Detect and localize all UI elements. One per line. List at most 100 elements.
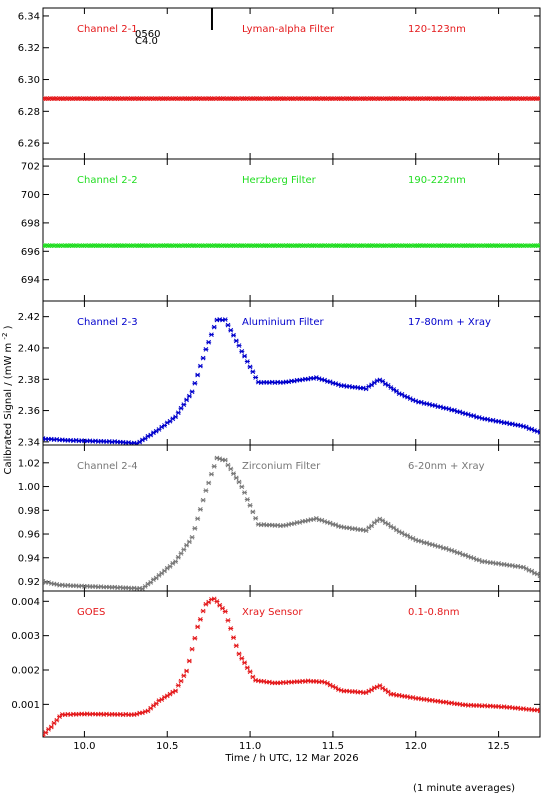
y-tick-label: 0.004 [11, 597, 40, 608]
series-4 [43, 455, 540, 591]
data-point [231, 471, 237, 476]
panel-band-label: 190-222nm [408, 175, 466, 186]
data-point [189, 646, 195, 652]
data-point [186, 658, 192, 664]
y-tick-label: 0.001 [11, 700, 40, 711]
y-tick-label: 0.98 [18, 506, 40, 517]
y-axis-title-end: ) [3, 325, 14, 329]
data-point [208, 332, 214, 338]
panel-filter-label: Zirconium Filter [242, 461, 321, 472]
y-tick-label: 698 [21, 218, 40, 229]
data-point [228, 466, 234, 472]
panel-filter-label: Xray Sensor [242, 607, 303, 618]
data-point [203, 347, 209, 352]
data-point [242, 660, 248, 666]
panel-1: 6.26 6.28 6.30 6.32 6.34 Channel 2-1 Lyman-alp… [18, 7, 541, 160]
data-point [181, 547, 187, 552]
data-point [225, 462, 231, 468]
y-axis-title: Calibrated Signal / (mW m -2 ) [0, 325, 14, 474]
data-point [239, 656, 245, 661]
data-point [233, 338, 239, 344]
y-tick-label: 0.96 [18, 530, 40, 541]
data-point [537, 708, 540, 714]
data-point [222, 317, 228, 322]
data-point [178, 678, 184, 684]
data-point [173, 688, 179, 694]
series-5 [43, 596, 540, 737]
data-point [211, 324, 217, 330]
data-point [197, 506, 203, 512]
data-point [178, 551, 184, 556]
data-point [399, 392, 405, 397]
data-point [225, 322, 231, 328]
data-point [222, 457, 228, 463]
data-point [537, 573, 540, 579]
panel-5: 0.001 0.002 0.003 0.004 GOES Xray Sensor 0.1-0… [11, 590, 541, 752]
data-point [173, 559, 179, 564]
data-point [186, 393, 192, 399]
data-point [231, 635, 237, 641]
y-axis-title-main: Calibrated Signal / (mW m [3, 343, 14, 475]
data-point [184, 668, 190, 674]
data-point [382, 687, 388, 693]
panel-filter-label: Herzberg Filter [242, 175, 317, 186]
data-point [170, 416, 176, 422]
data-point [233, 643, 239, 649]
data-point [208, 471, 214, 477]
data-point [225, 618, 231, 623]
y-tick-label: 0.003 [11, 631, 40, 642]
data-point [200, 355, 206, 361]
data-point [137, 439, 143, 445]
panel-band-label: 17-80nm + Xray [408, 317, 491, 328]
data-point [175, 683, 181, 688]
data-point [333, 685, 339, 690]
data-point [203, 488, 209, 493]
panel-band-label: 120-123nm [408, 24, 466, 35]
data-point [250, 509, 256, 515]
y-tick-label: 6.28 [18, 107, 40, 118]
data-point [200, 497, 206, 503]
y-tick-label: 2.36 [18, 406, 40, 417]
panel-filter-label: Lyman-alpha Filter [242, 24, 335, 35]
panel-frame [42, 590, 541, 738]
data-point [200, 608, 206, 614]
x-tick-label: 10.0 [73, 741, 95, 752]
data-point [184, 397, 190, 403]
panel-channel-label: GOES [77, 607, 105, 618]
data-point [181, 673, 187, 679]
data-point [206, 480, 212, 486]
data-point [195, 516, 201, 522]
data-point [189, 534, 195, 540]
data-point [242, 490, 248, 495]
data-point [189, 389, 195, 395]
series-1 [43, 96, 540, 102]
data-point [247, 503, 253, 508]
data-point [242, 353, 248, 359]
data-point [178, 405, 184, 411]
panel-4: 0.92 0.94 0.96 0.98 1.00 1.02 Channel 2-4 Zirco… [18, 444, 541, 592]
data-point [181, 402, 187, 407]
data-point [228, 327, 234, 333]
data-point [244, 497, 250, 502]
data-point [173, 414, 179, 420]
footnote: (1 minute averages) [413, 783, 515, 794]
data-point [197, 363, 203, 369]
data-point [537, 429, 540, 435]
data-point [164, 565, 170, 571]
y-tick-label: 702 [21, 162, 40, 173]
data-point [233, 475, 239, 481]
x-tick-label: 11.0 [239, 741, 261, 752]
panel-channel-label: Channel 2-1 [77, 24, 138, 35]
data-point [537, 243, 540, 248]
data-point [236, 651, 242, 657]
data-point [192, 526, 198, 531]
data-point [388, 385, 394, 390]
panel-filter-label: Aluminium Filter [242, 317, 325, 328]
data-point [404, 533, 410, 538]
data-point [48, 724, 54, 730]
data-point [366, 525, 372, 531]
data-point [253, 375, 259, 380]
panel-2: 694 696 698 700 702 Channel 2-2 Herzberg Filte… [21, 158, 541, 302]
